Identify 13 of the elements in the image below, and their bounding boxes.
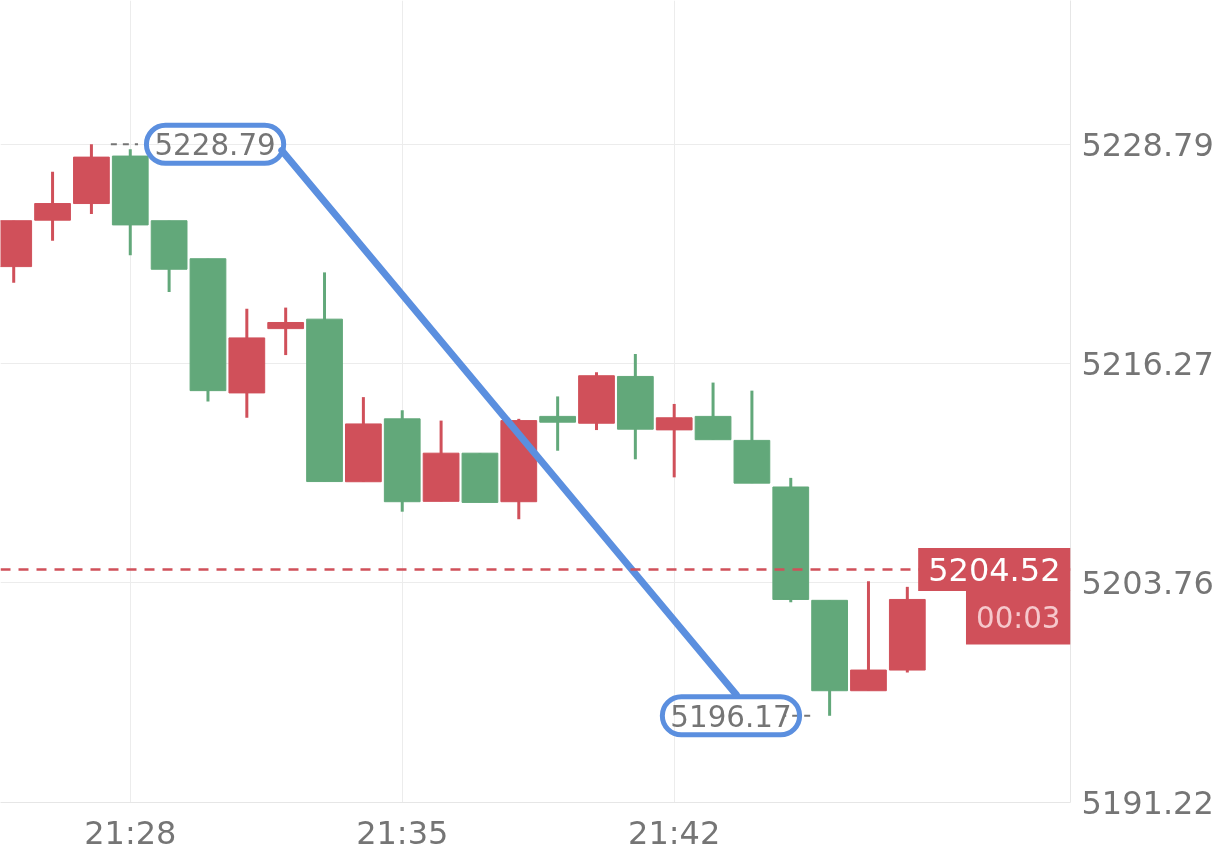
y-tick-label: 5228.79 xyxy=(1081,125,1214,164)
x-tick-label: 21:42 xyxy=(628,813,721,852)
y-tick-label: 5191.22 xyxy=(1081,784,1214,822)
annotation: 00:03 xyxy=(975,600,1061,635)
x-tick-label: 21:28 xyxy=(84,813,177,852)
ref-line-label: 5204.52 xyxy=(928,551,1061,589)
y-tick-label: 5203.76 xyxy=(1081,564,1214,603)
y-tick-label: 5216.27 xyxy=(1081,345,1214,384)
candlestick xyxy=(267,307,305,357)
x-tick-label: 21:35 xyxy=(356,813,449,852)
candlestick xyxy=(539,396,577,451)
annotation: 5196.17 xyxy=(670,699,792,734)
annotation: 5228.79 xyxy=(154,128,276,163)
